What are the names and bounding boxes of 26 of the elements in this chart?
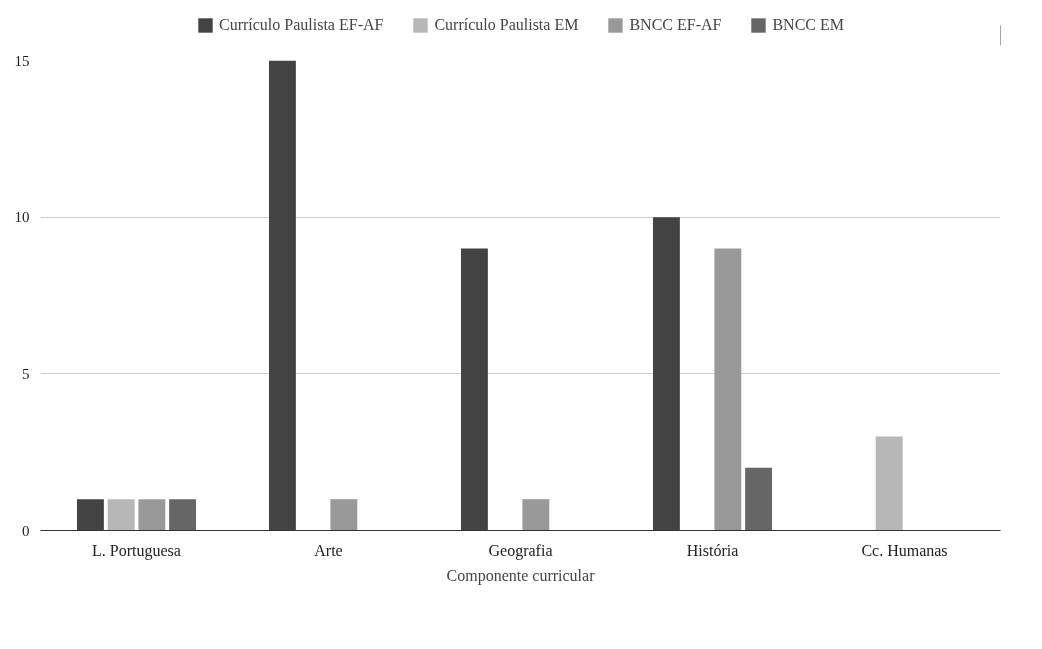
- bar: [460, 248, 488, 531]
- x-tick-label: História: [686, 541, 739, 559]
- bar: [268, 60, 296, 531]
- bar: [330, 499, 358, 531]
- legend-label: BNCC EM: [772, 16, 845, 34]
- x-tick-label: Geografia: [488, 541, 553, 560]
- x-axis-title: Componente curricular: [446, 566, 596, 585]
- x-tick-label: Arte: [314, 541, 343, 559]
- bar: [522, 499, 550, 531]
- y-tick-label: 15: [14, 52, 30, 69]
- legend-label: BNCC EF-AF: [629, 16, 722, 34]
- bar: [745, 467, 773, 531]
- y-tick-label: 0: [22, 522, 30, 539]
- bar: [169, 499, 197, 531]
- legend-label: Currículo Paulista EF-AF: [218, 16, 384, 34]
- bar: [107, 499, 135, 531]
- legend-label: Currículo Paulista EM: [434, 16, 579, 34]
- bar: [138, 499, 166, 531]
- bar: [714, 248, 742, 531]
- x-tick-label: Cc. Humanas: [861, 541, 948, 559]
- x-tick-label: L. Portuguesa: [92, 541, 181, 560]
- bar: [76, 499, 104, 531]
- y-tick-label: 5: [22, 365, 30, 382]
- bar: [652, 217, 680, 531]
- bar: [875, 436, 903, 531]
- y-tick-label: 10: [14, 209, 30, 226]
